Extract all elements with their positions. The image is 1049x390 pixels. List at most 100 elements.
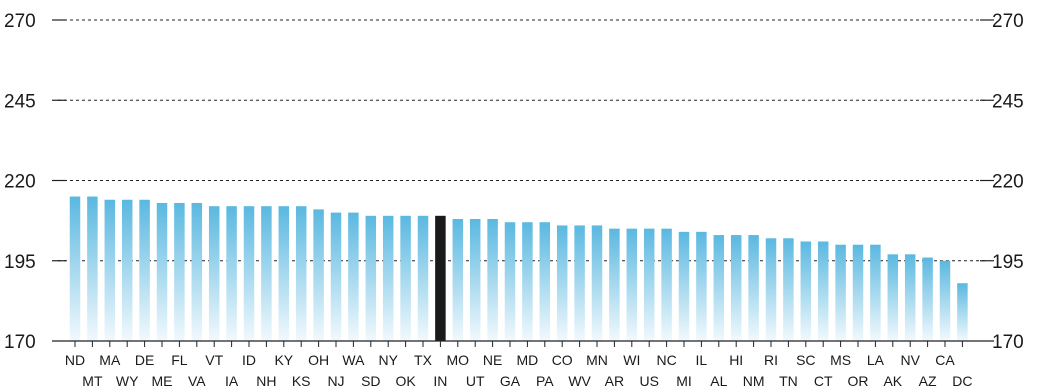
x-label-me: ME	[152, 373, 173, 389]
bar-la	[870, 244, 881, 341]
x-label-md: MD	[517, 352, 539, 368]
bar-oh	[313, 209, 324, 341]
x-label-nv: NV	[900, 352, 920, 368]
y-tick-right-195: 195	[992, 252, 1024, 273]
x-label-ia: IA	[225, 373, 239, 389]
x-label-ks: KS	[292, 373, 311, 389]
x-label-ny: NY	[378, 352, 398, 368]
x-label-mi: MI	[676, 373, 692, 389]
bar-nj	[330, 212, 342, 341]
bar-mn	[591, 225, 603, 341]
bar-wa	[348, 212, 359, 341]
x-label-in: IN	[433, 373, 447, 389]
bar-ri	[765, 238, 777, 341]
x-label-la: LA	[867, 352, 885, 368]
bar-nm	[748, 235, 759, 341]
bar-ia	[226, 206, 237, 341]
bar-in	[435, 215, 446, 341]
y-tick-right-270: 270	[992, 11, 1024, 32]
bar-id	[243, 206, 255, 341]
x-label-ne: NE	[483, 352, 502, 368]
bars	[69, 196, 968, 341]
bar-il	[696, 231, 707, 341]
bar-nd	[69, 196, 81, 341]
y-tick-left-195: 195	[4, 252, 36, 273]
bar-nh	[261, 206, 272, 341]
bar-fl	[174, 202, 185, 341]
x-label-vt: VT	[205, 352, 223, 368]
x-label-de: DE	[135, 352, 154, 368]
x-label-ma: MA	[99, 352, 121, 368]
x-label-tn: TN	[779, 373, 798, 389]
x-label-dc: DC	[952, 373, 972, 389]
y-tick-left-270: 270	[4, 11, 36, 32]
x-label-or: OR	[848, 373, 869, 389]
bar-wv	[574, 225, 585, 341]
bar-md	[522, 222, 533, 341]
bar-ky	[278, 206, 290, 341]
x-label-mt: MT	[82, 373, 103, 389]
x-label-mo: MO	[447, 352, 470, 368]
bar-mo	[452, 219, 464, 341]
x-label-az: AZ	[919, 373, 937, 389]
y-tick-labels: 170 170 195 195 220 220 245 245 270 270	[4, 11, 1024, 353]
x-label-id: ID	[242, 352, 256, 368]
bar-vt	[208, 206, 220, 341]
x-label-ok: OK	[395, 373, 416, 389]
x-label-wa: WA	[342, 352, 365, 368]
x-label-va: VA	[188, 373, 206, 389]
bar-az	[922, 257, 933, 341]
bar-ma	[104, 199, 116, 341]
y-tick-right-170: 170	[992, 332, 1024, 353]
x-label-hi: HI	[729, 352, 743, 368]
x-label-nd: ND	[65, 352, 85, 368]
bar-ga	[504, 222, 516, 341]
bar-ok	[400, 215, 411, 341]
x-label-fl: FL	[171, 352, 188, 368]
x-label-il: IL	[696, 352, 708, 368]
bar-pa	[539, 222, 551, 341]
bar-dc	[957, 283, 968, 341]
x-label-oh: OH	[308, 352, 329, 368]
y-tick-left-170: 170	[4, 332, 36, 353]
x-label-ms: MS	[830, 352, 851, 368]
x-label-ca: CA	[935, 352, 955, 368]
y-tick-left-220: 220	[4, 172, 36, 193]
bar-mt	[87, 196, 98, 341]
x-label-ga: GA	[500, 373, 521, 389]
bar-or	[852, 244, 864, 341]
bar-hi	[730, 235, 742, 341]
x-label-ct: CT	[814, 373, 833, 389]
x-label-sd: SD	[361, 373, 380, 389]
x-label-wv: WV	[568, 373, 591, 389]
x-label-pa: PA	[536, 373, 554, 389]
bar-tx	[417, 215, 429, 341]
bar-wi	[626, 228, 638, 341]
bar-ar	[609, 228, 620, 341]
bar-ms	[835, 244, 846, 341]
x-label-ky: KY	[274, 352, 293, 368]
bar-ut	[469, 219, 481, 341]
x-label-nh: NH	[256, 373, 276, 389]
bar-ne	[487, 219, 498, 341]
x-label-nm: NM	[743, 373, 765, 389]
x-label-wi: WI	[623, 352, 640, 368]
bar-ks	[295, 206, 307, 341]
bar-ak	[887, 254, 899, 341]
y-tick-right-245: 245	[992, 91, 1024, 112]
x-label-ri: RI	[764, 352, 778, 368]
bar-ny	[382, 215, 394, 341]
bar-tn	[783, 238, 794, 341]
x-label-ut: UT	[466, 373, 485, 389]
y-tick-left-245: 245	[4, 91, 36, 112]
bar-me	[156, 202, 168, 341]
x-label-sc: SC	[796, 352, 815, 368]
x-label-us: US	[639, 373, 658, 389]
bar-mi	[678, 231, 690, 341]
bar-al	[713, 235, 725, 341]
bar-sc	[800, 241, 812, 341]
y-tick-right-220: 220	[992, 172, 1024, 193]
bar-wy	[121, 199, 133, 341]
